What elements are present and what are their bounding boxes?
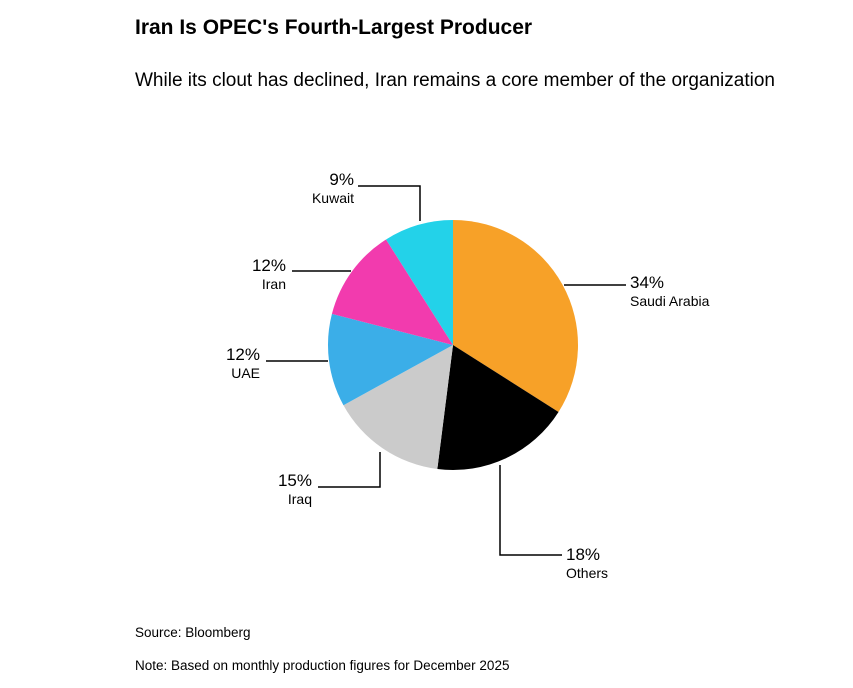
pie-slice-iraq	[343, 345, 453, 470]
note-text: Note: Based on monthly production figure…	[135, 658, 510, 673]
leader-line-others	[499, 465, 562, 556]
pie-slice-iran	[331, 239, 453, 345]
pie-slice-kuwait	[386, 220, 453, 345]
chart-title: Iran Is OPEC's Fourth-Largest Producer	[135, 16, 533, 39]
pie-slice-uae	[328, 313, 453, 406]
leader-line-iraq	[318, 452, 381, 488]
leader-lines	[266, 185, 626, 556]
source-text: Source: Bloomberg	[135, 625, 251, 640]
pie-slice-others	[437, 345, 559, 470]
chart-subtitle: While its clout has declined, Iran remai…	[135, 70, 775, 91]
pie-slices	[328, 220, 579, 470]
pie-slice-saudi-arabia	[453, 220, 579, 412]
leader-line-kuwait	[358, 185, 421, 221]
